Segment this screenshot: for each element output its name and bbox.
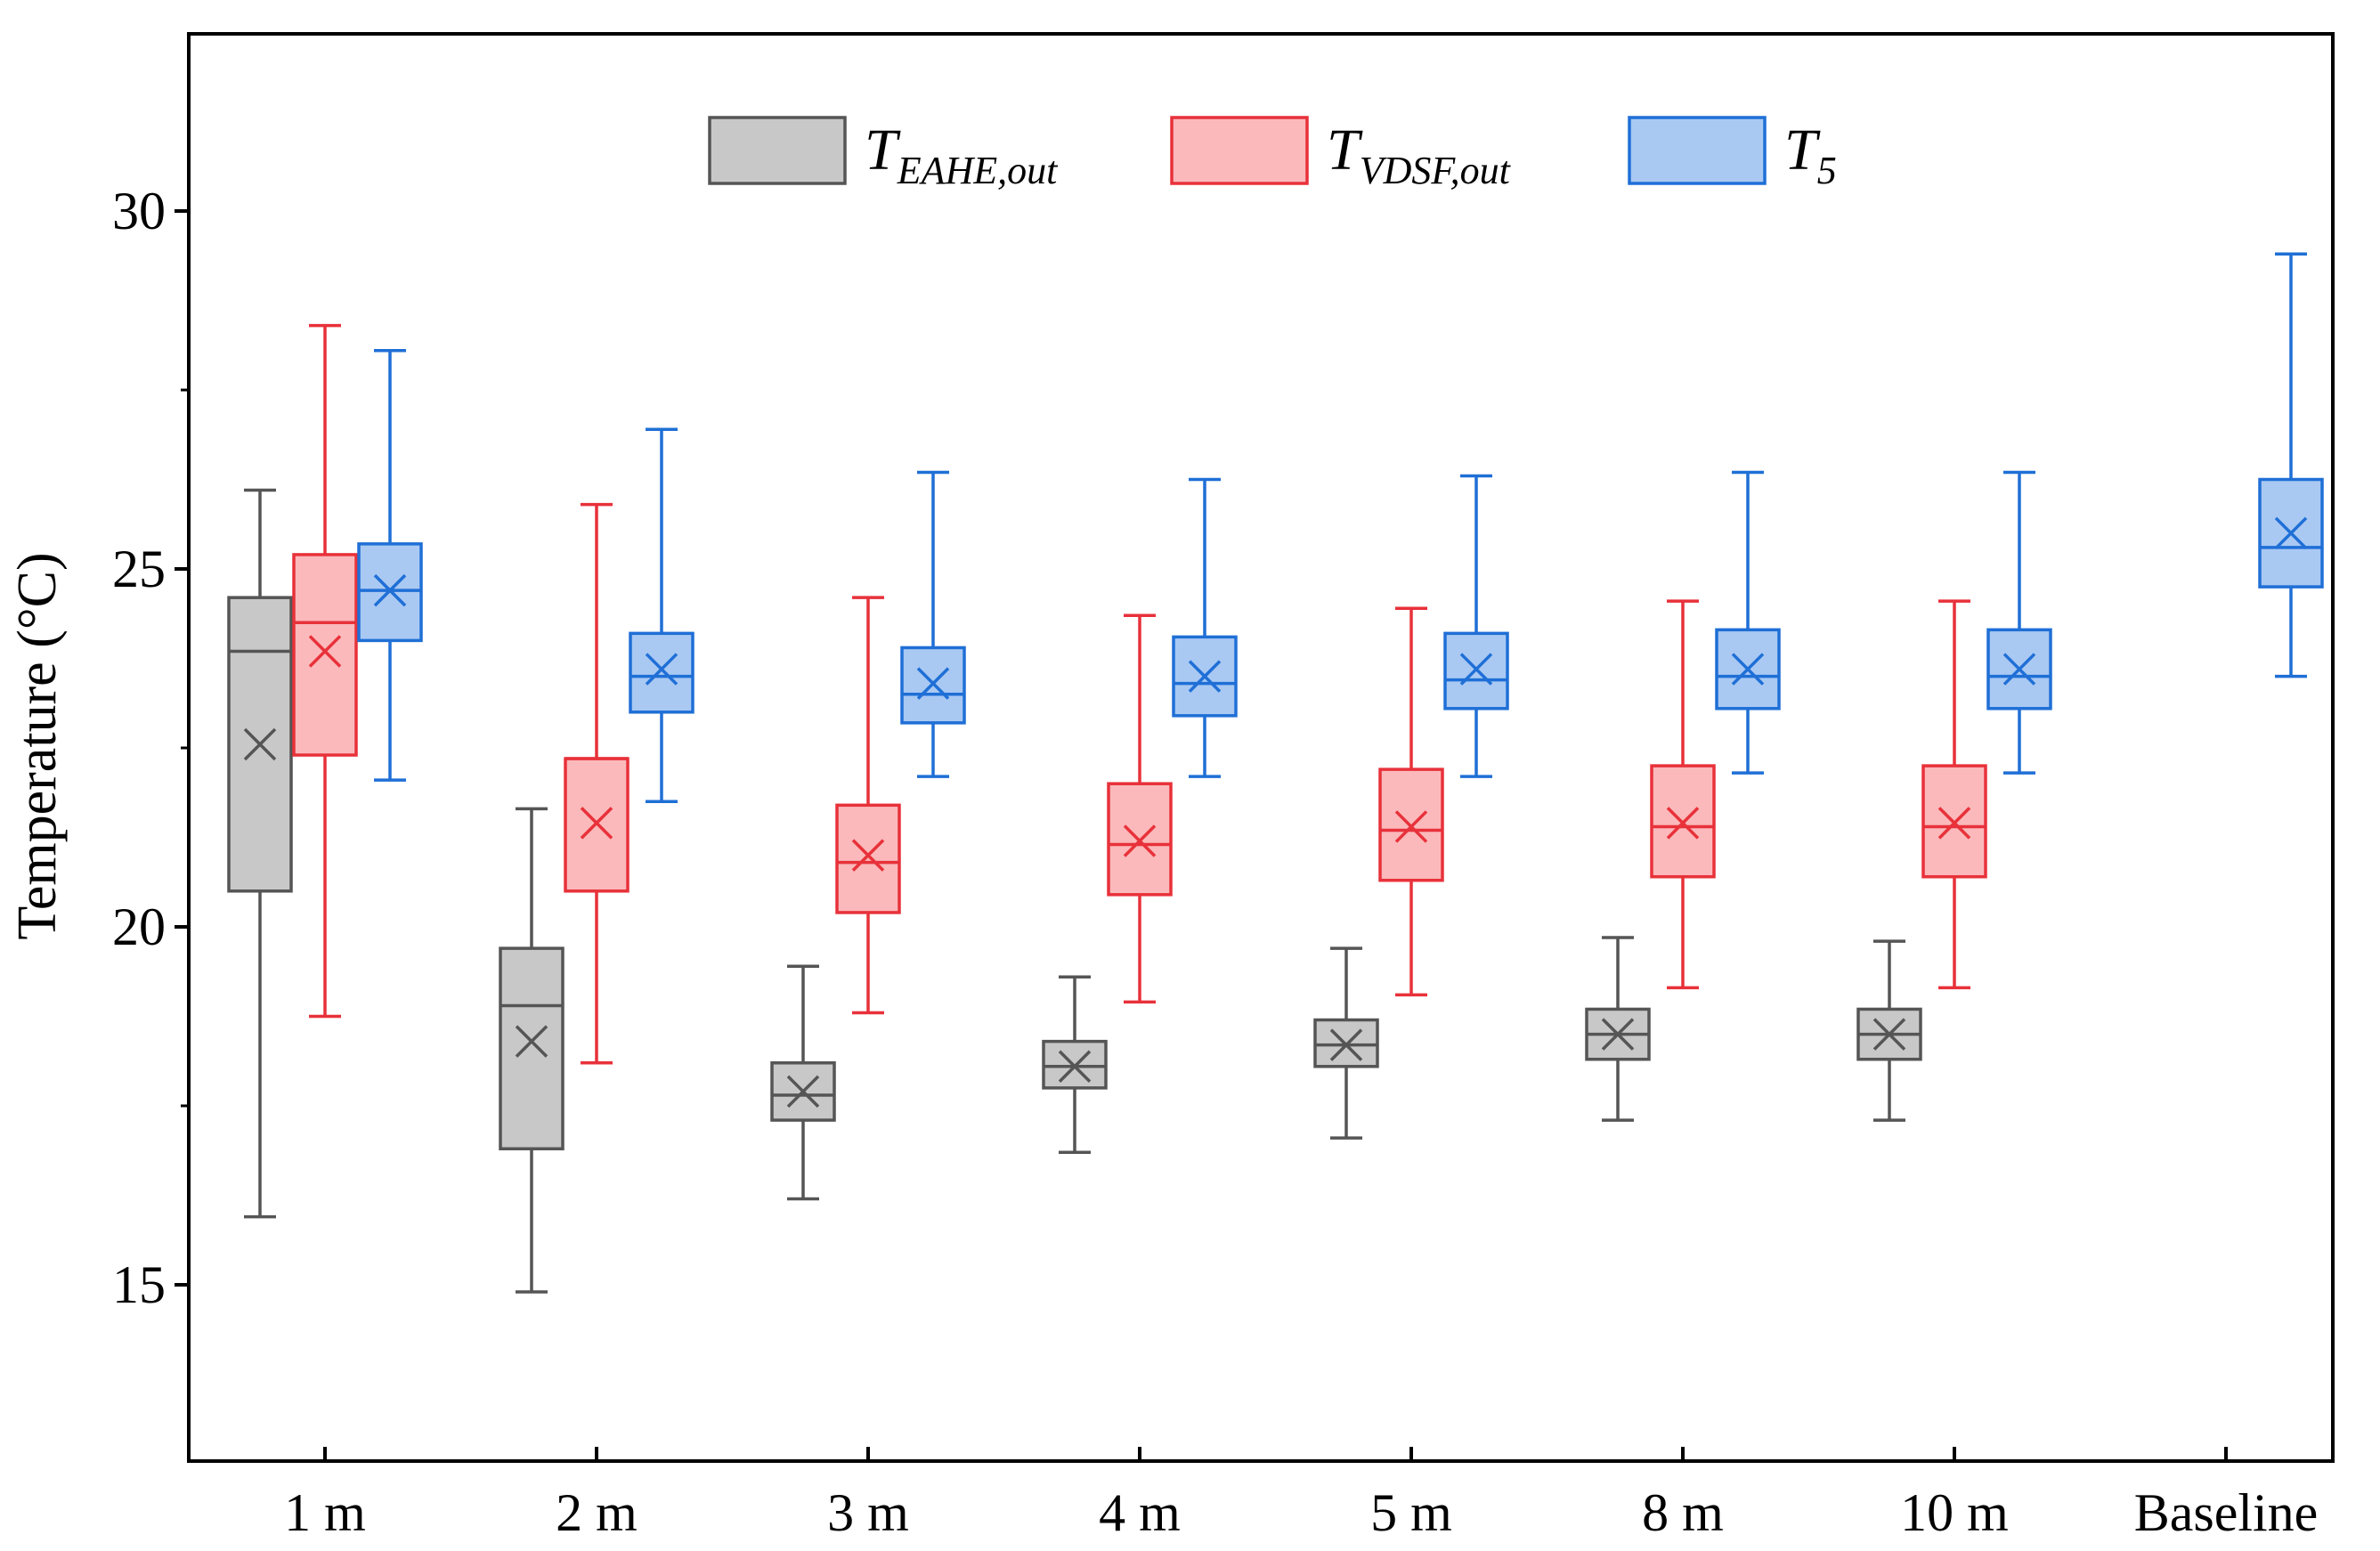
legend-swatch-vdsf (1170, 116, 1309, 185)
box-t5-4 (1443, 474, 1509, 778)
mean-marker (1188, 660, 1222, 693)
legend-item-vdsf: TVDSF,out (1170, 116, 1512, 192)
iqr-box (1313, 1018, 1379, 1068)
iqr-box (292, 553, 358, 757)
legend-label-t5: T5 (1784, 118, 1837, 192)
x-tick-label-1: 2 m (556, 1483, 638, 1542)
legend-swatch-t5 (1628, 116, 1767, 185)
x-tick-label-5: 8 m (1642, 1483, 1724, 1542)
iqr-box (629, 631, 695, 714)
box-t5-2 (900, 470, 966, 778)
box-t5-5 (1715, 470, 1781, 775)
box-t5-6 (1986, 470, 2052, 775)
mean-marker (1601, 1018, 1635, 1051)
box-vdsf-0 (292, 323, 358, 1019)
mean-marker (1058, 1050, 1092, 1084)
box-eahe-3 (1042, 975, 1108, 1155)
mean-marker (1731, 653, 1765, 686)
box-eahe-1 (499, 807, 565, 1294)
series-t5 (357, 252, 2324, 804)
mean-marker (1459, 653, 1493, 686)
box-t5-0 (357, 349, 423, 782)
series-eahe (227, 488, 1922, 1294)
mean-marker (373, 573, 407, 607)
mean-marker (515, 1025, 548, 1058)
mean-marker (1666, 807, 1700, 840)
mean-marker (1872, 1018, 1906, 1051)
box-eahe-6 (1856, 939, 1922, 1122)
y-tick-label-20: 20 (112, 897, 166, 956)
iqr-box (1042, 1039, 1108, 1090)
x-tick-label-3: 4 m (1099, 1483, 1181, 1542)
legend-item-t5: T5 (1628, 116, 1837, 192)
box-vdsf-5 (1650, 599, 1716, 990)
mean-marker (1329, 1028, 1363, 1061)
box-vdsf-2 (835, 596, 901, 1015)
mean-marker (786, 1075, 820, 1108)
legend: TEAHE,out TVDSF,out T5 (708, 116, 1837, 192)
x-tick-label-0: 1 m (284, 1483, 366, 1542)
box-vdsf-1 (564, 502, 630, 1065)
plot-frame (187, 32, 2335, 1463)
legend-label-vdsf: TVDSF,out (1327, 118, 1512, 192)
mean-marker (2002, 653, 2036, 686)
box-series-group (227, 252, 2324, 1294)
y-axis-title: Temperature (°C) (7, 552, 68, 939)
box-t5-1 (629, 427, 695, 804)
y-tick-label-25: 25 (112, 540, 166, 598)
mean-marker (243, 727, 277, 761)
mean-marker (308, 635, 342, 668)
legend-swatch-eahe (708, 116, 847, 185)
mean-marker (916, 667, 950, 700)
mean-marker (580, 807, 613, 840)
box-eahe-5 (1585, 936, 1651, 1122)
mean-marker (645, 653, 678, 686)
mean-marker (1123, 824, 1157, 857)
mean-marker (1937, 807, 1971, 840)
iqr-box (835, 803, 901, 914)
box-t5-7 (2258, 252, 2324, 678)
mean-marker (1394, 810, 1428, 843)
box-eahe-4 (1313, 946, 1379, 1140)
legend-label-eahe: TEAHE,out (865, 118, 1059, 192)
box-eahe-2 (770, 964, 836, 1201)
box-eahe-0 (227, 488, 293, 1219)
mean-marker (2274, 516, 2308, 550)
y-tick-label-15: 15 (112, 1255, 166, 1314)
box-t5-3 (1172, 477, 1238, 778)
x-tick-label-7: Baseline (2134, 1483, 2319, 1542)
x-tick-label-6: 10 m (1900, 1483, 2009, 1542)
box-vdsf-4 (1378, 606, 1444, 997)
legend-item-eahe: TEAHE,out (708, 116, 1059, 192)
box-vdsf-6 (1921, 599, 1987, 990)
series-vdsf (292, 323, 1987, 1065)
box-vdsf-3 (1107, 613, 1173, 1004)
y-axis: 15 20 25 30 (112, 182, 189, 1314)
mean-marker (851, 839, 885, 872)
x-tick-label-4: 5 m (1370, 1483, 1452, 1542)
iqr-box (499, 946, 565, 1150)
x-tick-label-2: 3 m (827, 1483, 909, 1542)
x-axis: 1 m 2 m 3 m 4 m 5 m 8 m 10 m Baseline (284, 1447, 2318, 1542)
y-tick-label-30: 30 (112, 182, 166, 240)
